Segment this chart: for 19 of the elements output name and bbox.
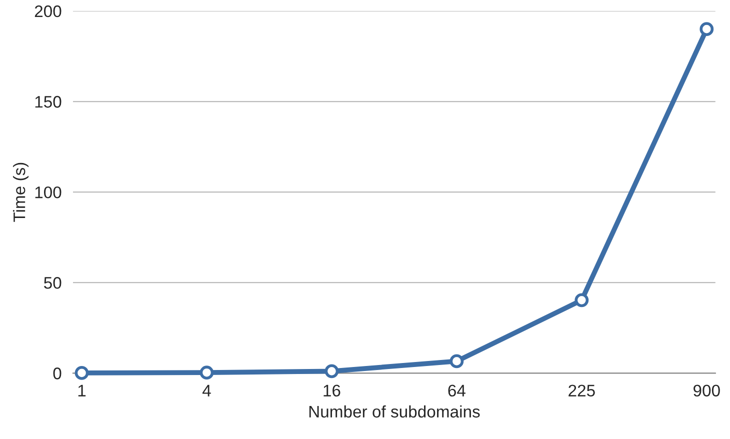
point (324, 364, 339, 378)
point (574, 293, 589, 308)
y-tick-label: 150 (35, 96, 62, 108)
point (200, 366, 214, 380)
point (450, 354, 464, 368)
y-tick-label: 200 (34, 5, 62, 18)
y-tick-label: 100 (35, 186, 62, 198)
x-tick-label: 64 (448, 384, 466, 397)
x-tick-label: 1 (78, 384, 86, 396)
x-tick-label: 16 (324, 384, 340, 397)
x-tick-label: 4 (202, 384, 211, 396)
y-tick-label: 50 (44, 277, 62, 289)
point (700, 22, 714, 36)
x-axis-title: Number of subdomains (309, 405, 480, 418)
point (74, 366, 89, 380)
x-tick-label: 225 (568, 384, 595, 397)
x-tick-label: 900 (694, 384, 720, 397)
y-axis-title: Time (s) (12, 162, 29, 222)
y-tick-label: 0 (53, 368, 62, 380)
